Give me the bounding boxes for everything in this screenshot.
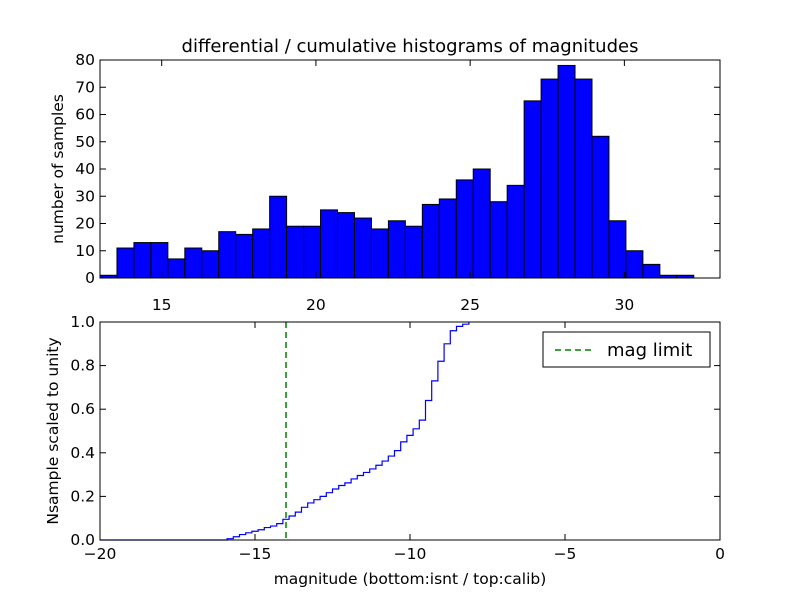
- bottom-y-axis-label: Nsample scaled to unity: [44, 337, 62, 524]
- histogram-bar: [116, 247, 135, 279]
- y-tick-label: 20: [75, 215, 95, 233]
- histogram-bar: [218, 231, 237, 279]
- histogram-bar: [455, 179, 474, 279]
- histogram-bar: [557, 64, 576, 279]
- x-tick-label: 15: [152, 296, 172, 314]
- y-tick-label: 30: [75, 187, 95, 205]
- histogram-bar: [421, 203, 440, 279]
- histogram-bar: [506, 184, 525, 279]
- histogram-bar: [303, 225, 322, 279]
- x-tick-label: −10: [394, 545, 427, 563]
- legend-label: mag limit: [607, 340, 692, 361]
- histogram-bar: [320, 209, 339, 279]
- legend: mag limit: [542, 331, 711, 368]
- top-y-axis-label: number of samples: [49, 94, 67, 244]
- histogram-bar: [167, 258, 186, 279]
- histogram-bar: [574, 78, 593, 279]
- histogram-bar: [404, 225, 423, 279]
- y-tick-label: 0.2: [70, 487, 95, 505]
- chart-title: differential / cumulative histograms of …: [182, 36, 639, 57]
- bottom-x-axis-label: magnitude (bottom:isnt / top:calib): [274, 570, 547, 588]
- histogram-bar: [252, 228, 271, 279]
- histogram-bar: [608, 220, 627, 279]
- top-x-ticks: 15 20 25 30: [152, 60, 634, 314]
- bottom-x-ticks: −20 −15 −10 −5 0: [84, 322, 725, 563]
- y-tick-label: 0.8: [70, 357, 95, 375]
- x-tick-label: 25: [460, 296, 480, 314]
- histogram-bar: [370, 228, 389, 279]
- cumulative-step-line: [100, 322, 470, 541]
- histogram-bar: [133, 242, 152, 279]
- y-tick-label: 80: [75, 51, 95, 69]
- histogram-bar: [201, 250, 220, 279]
- y-tick-label: 0.4: [70, 444, 95, 462]
- histogram-bar: [353, 217, 372, 279]
- y-tick-label: 50: [75, 133, 95, 151]
- histogram-bar: [523, 100, 542, 279]
- histogram-bar: [540, 78, 559, 279]
- y-tick-label: 70: [75, 78, 95, 96]
- histogram-bar: [337, 212, 355, 279]
- y-tick-label: 60: [75, 106, 95, 124]
- bottom-y-ticks: 0.0 0.2 0.4 0.6 0.8 1.0: [70, 313, 720, 549]
- histogram-bar: [472, 168, 491, 279]
- y-tick-label: 0.6: [70, 400, 95, 418]
- top-y-ticks: 0 10 20 30 40 50 60 70 80: [75, 51, 720, 287]
- histogram-bar: [642, 263, 661, 279]
- y-tick-label: 10: [75, 242, 95, 260]
- cumulative-panel: −20 −15 −10 −5 0 0.0 0.2 0.4 0.6 0.8 1.0 magnitud…: [44, 313, 725, 588]
- x-tick-label: −15: [239, 545, 272, 563]
- histogram-bar: [625, 250, 644, 279]
- x-tick-label: 0: [715, 545, 725, 563]
- histogram-bars: [99, 64, 695, 279]
- histogram-bar: [269, 195, 288, 279]
- x-tick-label: 20: [306, 296, 326, 314]
- y-tick-label: 40: [75, 160, 95, 178]
- histogram-bar: [150, 242, 169, 279]
- histogram-bar: [387, 220, 406, 279]
- histogram-bar: [286, 225, 305, 279]
- x-tick-label: 30: [615, 296, 635, 314]
- histogram-bar: [184, 247, 203, 279]
- histogram-bar: [591, 135, 610, 279]
- y-tick-label: 0.0: [70, 531, 95, 549]
- histogram-bar: [235, 233, 254, 279]
- x-tick-label: −5: [554, 545, 577, 563]
- y-tick-label: 1.0: [70, 313, 95, 331]
- histogram-panel: differential / cumulative histograms of …: [49, 36, 721, 314]
- x-tick-label: −20: [84, 545, 117, 563]
- y-tick-label: 0: [85, 269, 95, 287]
- histogram-bar: [489, 201, 508, 279]
- histogram-bar: [438, 198, 457, 279]
